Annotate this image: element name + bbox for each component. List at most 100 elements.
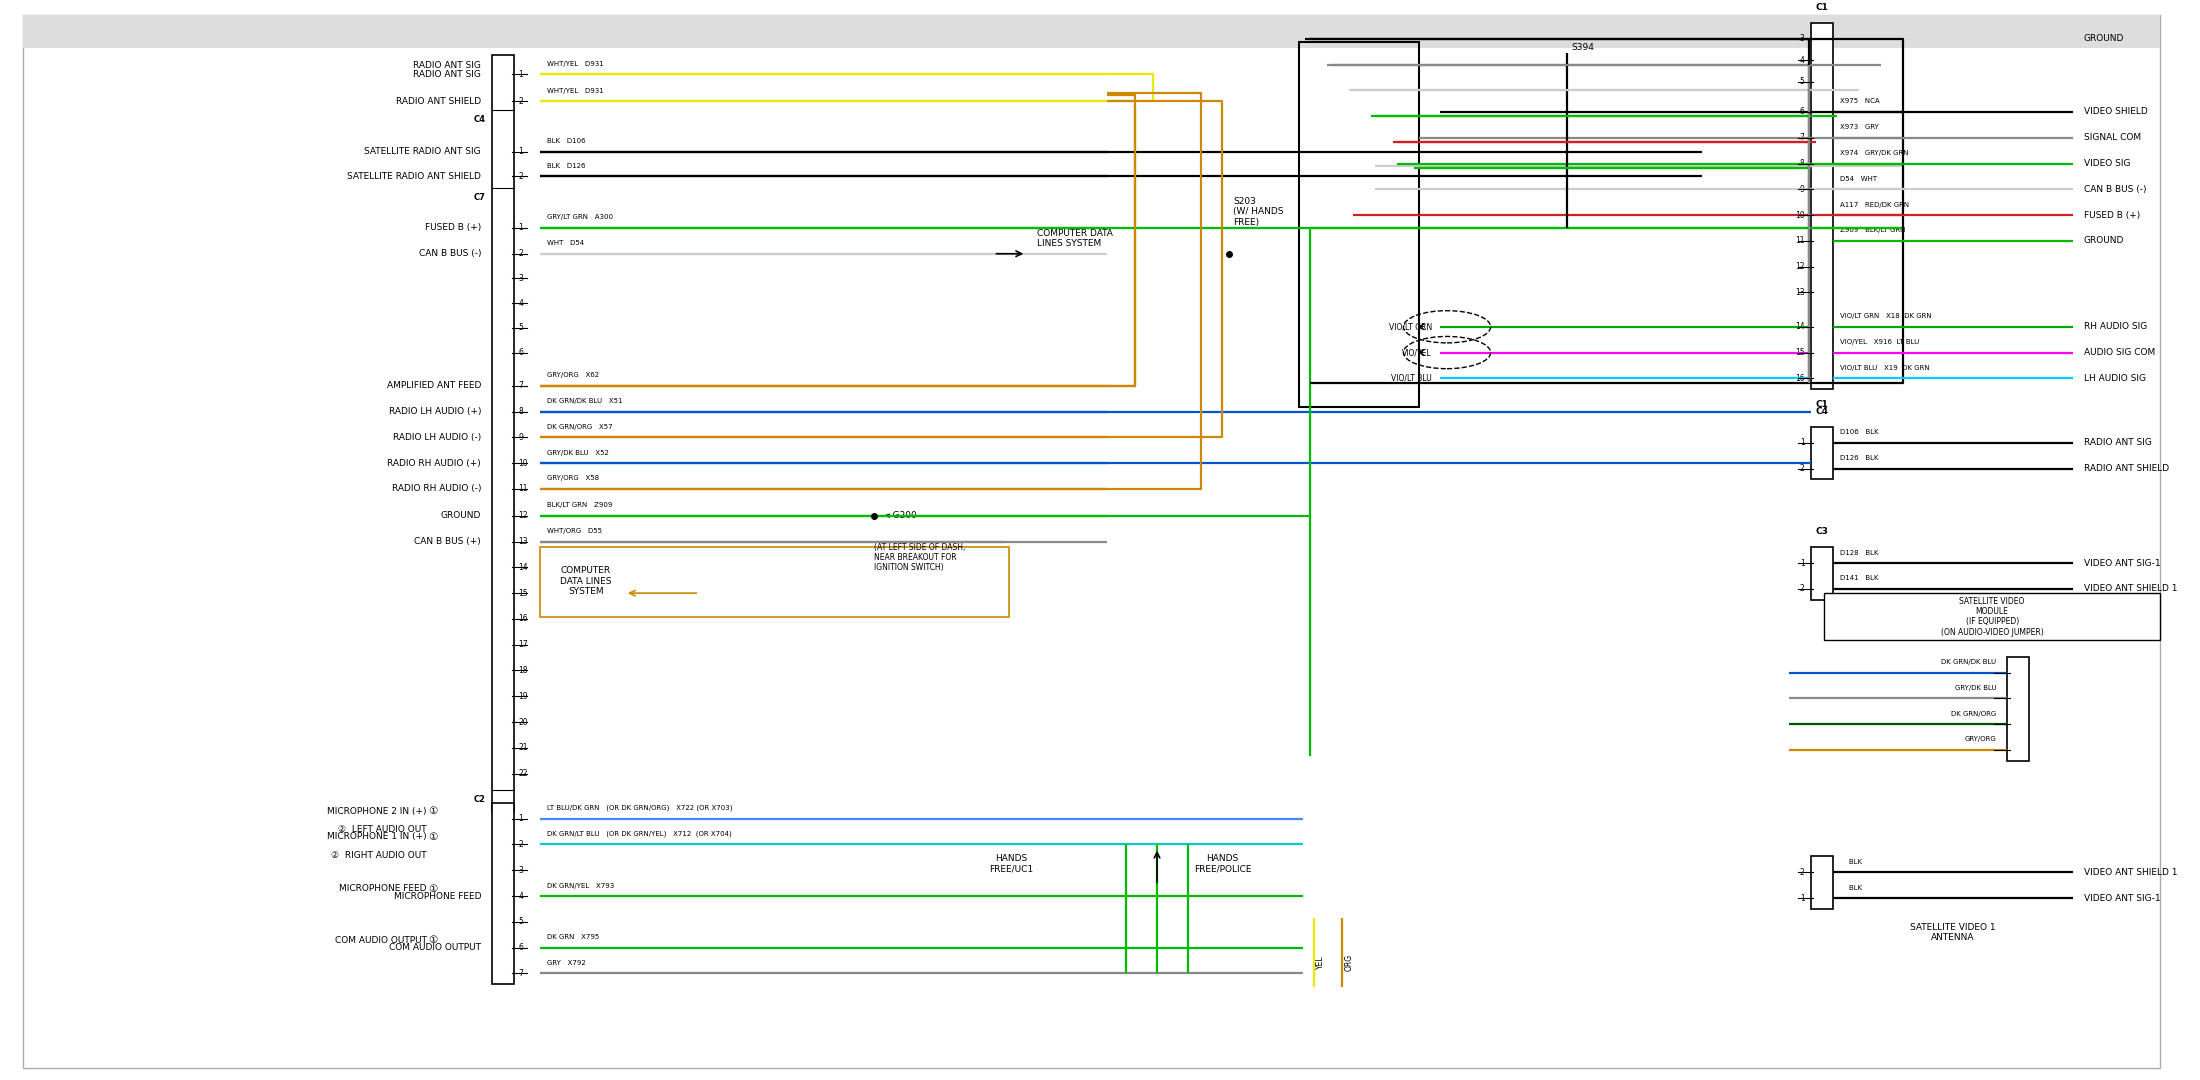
Text: 12: 12 <box>1795 262 1804 271</box>
Text: (AT LEFT SIDE OF DASH,
NEAR BREAKOUT FOR
IGNITION SWITCH): (AT LEFT SIDE OF DASH, NEAR BREAKOUT FOR… <box>873 542 966 572</box>
Text: AUDIO SIG COM: AUDIO SIG COM <box>2083 348 2156 357</box>
Text: 2: 2 <box>519 249 524 258</box>
Text: 8: 8 <box>1800 159 1804 168</box>
Text: HANDS
FREE/POLICE: HANDS FREE/POLICE <box>1195 854 1252 874</box>
Bar <box>24 15 2160 48</box>
Text: COM AUDIO OUTPUT: COM AUDIO OUTPUT <box>334 935 427 945</box>
Text: D128   BLK: D128 BLK <box>1839 550 1879 555</box>
Text: D126   BLK: D126 BLK <box>1839 455 1879 461</box>
Text: GRY/DK BLU   X52: GRY/DK BLU X52 <box>546 449 609 456</box>
Text: 7: 7 <box>1800 133 1804 143</box>
Text: C4: C4 <box>1815 407 1828 416</box>
Text: VIDEO SIG: VIDEO SIG <box>2083 159 2130 168</box>
Text: BLK: BLK <box>1839 885 1861 891</box>
Bar <box>1811 427 1833 480</box>
Text: 1: 1 <box>1800 438 1804 447</box>
Text: ②  RIGHT AUDIO OUT: ② RIGHT AUDIO OUT <box>330 851 427 860</box>
Text: VIDEO SHIELD: VIDEO SHIELD <box>2083 108 2147 117</box>
Text: CAN B BUS (+): CAN B BUS (+) <box>414 537 482 546</box>
Text: 12: 12 <box>519 511 528 521</box>
Text: X975   NCA: X975 NCA <box>1839 98 1879 105</box>
Text: 1: 1 <box>519 814 524 823</box>
Text: SATELLITE VIDEO
MODULE
(IF EQUIPPED)
(ON AUDIO-VIDEO JUMPER): SATELLITE VIDEO MODULE (IF EQUIPPED) (ON… <box>1940 596 2044 637</box>
Text: 2: 2 <box>519 172 524 181</box>
Bar <box>2006 657 2028 760</box>
Text: Z909   BLK/LT GRN: Z909 BLK/LT GRN <box>1839 227 1905 233</box>
Text: 18: 18 <box>519 666 528 675</box>
Text: DK GRN/DK BLU: DK GRN/DK BLU <box>1940 659 1995 665</box>
Text: 5: 5 <box>519 323 524 333</box>
Text: 6: 6 <box>519 348 524 357</box>
Text: 7: 7 <box>519 381 524 390</box>
Text: 5: 5 <box>1800 78 1804 86</box>
Text: LT BLU/DK GRN   (OR DK GRN/ORG)   X722 (OR X703): LT BLU/DK GRN (OR DK GRN/ORG) X722 (OR X… <box>546 805 733 811</box>
Text: C1: C1 <box>1815 3 1828 12</box>
Text: 17: 17 <box>519 640 528 649</box>
Text: ②  LEFT AUDIO OUT: ② LEFT AUDIO OUT <box>339 825 427 834</box>
Text: 10: 10 <box>519 459 528 468</box>
Text: ORG: ORG <box>1344 954 1353 971</box>
Text: X973   GRY: X973 GRY <box>1839 124 1879 131</box>
Text: CAN B BUS (-): CAN B BUS (-) <box>2083 185 2147 193</box>
Text: DK GRN   X795: DK GRN X795 <box>546 934 598 940</box>
Text: 1: 1 <box>519 70 524 79</box>
Text: COM AUDIO OUTPUT: COM AUDIO OUTPUT <box>389 943 482 953</box>
Text: 4: 4 <box>519 299 524 308</box>
Text: C3: C3 <box>1815 527 1828 536</box>
Text: 21: 21 <box>519 743 528 753</box>
Text: 8: 8 <box>519 407 524 416</box>
Text: RADIO ANT SHIELD: RADIO ANT SHIELD <box>2083 464 2169 473</box>
Text: D141   BLK: D141 BLK <box>1839 576 1879 581</box>
Text: C2: C2 <box>473 795 486 804</box>
Text: MICROPHONE 2 IN (+): MICROPHONE 2 IN (+) <box>328 807 427 815</box>
Text: BLK: BLK <box>1839 859 1861 865</box>
Text: SATELLITE RADIO ANT SIG: SATELLITE RADIO ANT SIG <box>365 147 482 157</box>
Text: 6: 6 <box>519 943 524 953</box>
Text: ①: ① <box>429 832 438 842</box>
Text: VIDEO ANT SIG-1: VIDEO ANT SIG-1 <box>2083 893 2160 903</box>
Text: 3: 3 <box>1800 35 1804 43</box>
Text: VIDEO ANT SIG-1: VIDEO ANT SIG-1 <box>2083 558 2160 568</box>
Text: 16: 16 <box>519 615 528 623</box>
Text: MICROPHONE FEED: MICROPHONE FEED <box>394 891 482 901</box>
Text: 13: 13 <box>1795 288 1804 297</box>
Text: 19: 19 <box>519 692 528 701</box>
Text: DK GRN/LT BLU   (OR DK GRN/YEL)   X712  (OR X704): DK GRN/LT BLU (OR DK GRN/YEL) X712 (OR X… <box>546 831 730 837</box>
Text: FUSED B (+): FUSED B (+) <box>425 224 482 232</box>
Text: WHT/YEL   D931: WHT/YEL D931 <box>546 60 603 67</box>
Text: DK GRN/DK BLU   X51: DK GRN/DK BLU X51 <box>546 399 623 404</box>
Bar <box>1824 593 2160 640</box>
Text: 14: 14 <box>519 563 528 572</box>
Text: VIO/LT GRN: VIO/LT GRN <box>1388 322 1432 332</box>
Text: GROUND: GROUND <box>2083 237 2123 245</box>
Text: C7: C7 <box>473 193 486 202</box>
Text: BLK   D106: BLK D106 <box>546 138 585 145</box>
Text: 3: 3 <box>519 866 524 875</box>
Text: 11: 11 <box>1795 237 1804 245</box>
Text: WHT/ORG   D55: WHT/ORG D55 <box>546 528 601 535</box>
Bar <box>1811 546 1833 599</box>
Text: 6: 6 <box>1800 108 1804 117</box>
Text: RH AUDIO SIG: RH AUDIO SIG <box>2083 322 2147 332</box>
Text: VIO/YEL: VIO/YEL <box>1401 348 1432 357</box>
Text: SIGNAL COM: SIGNAL COM <box>2083 133 2141 143</box>
Text: 10: 10 <box>1795 211 1804 219</box>
Text: GRY/ORG: GRY/ORG <box>1965 737 1995 742</box>
Text: 2: 2 <box>519 840 524 849</box>
Text: MICROPHONE FEED: MICROPHONE FEED <box>339 885 427 893</box>
Text: YEL: YEL <box>1316 956 1324 970</box>
Text: 15: 15 <box>1795 348 1804 357</box>
Text: D54   WHT: D54 WHT <box>1839 176 1877 181</box>
Text: 2: 2 <box>1800 584 1804 593</box>
Text: ①: ① <box>429 935 438 945</box>
Text: C4: C4 <box>473 114 486 124</box>
Text: 1: 1 <box>1800 893 1804 903</box>
Text: 2: 2 <box>1800 868 1804 877</box>
Text: VIO/LT BLU   X19  DK GRN: VIO/LT BLU X19 DK GRN <box>1839 365 1929 370</box>
Text: CAN B BUS (-): CAN B BUS (-) <box>418 249 482 258</box>
Text: DK GRN/ORG: DK GRN/ORG <box>1951 711 1995 717</box>
Text: FUSED B (+): FUSED B (+) <box>2083 211 2141 219</box>
Text: 22: 22 <box>519 769 528 778</box>
Text: ◄ G200: ◄ G200 <box>880 511 917 521</box>
Bar <box>493 55 515 812</box>
